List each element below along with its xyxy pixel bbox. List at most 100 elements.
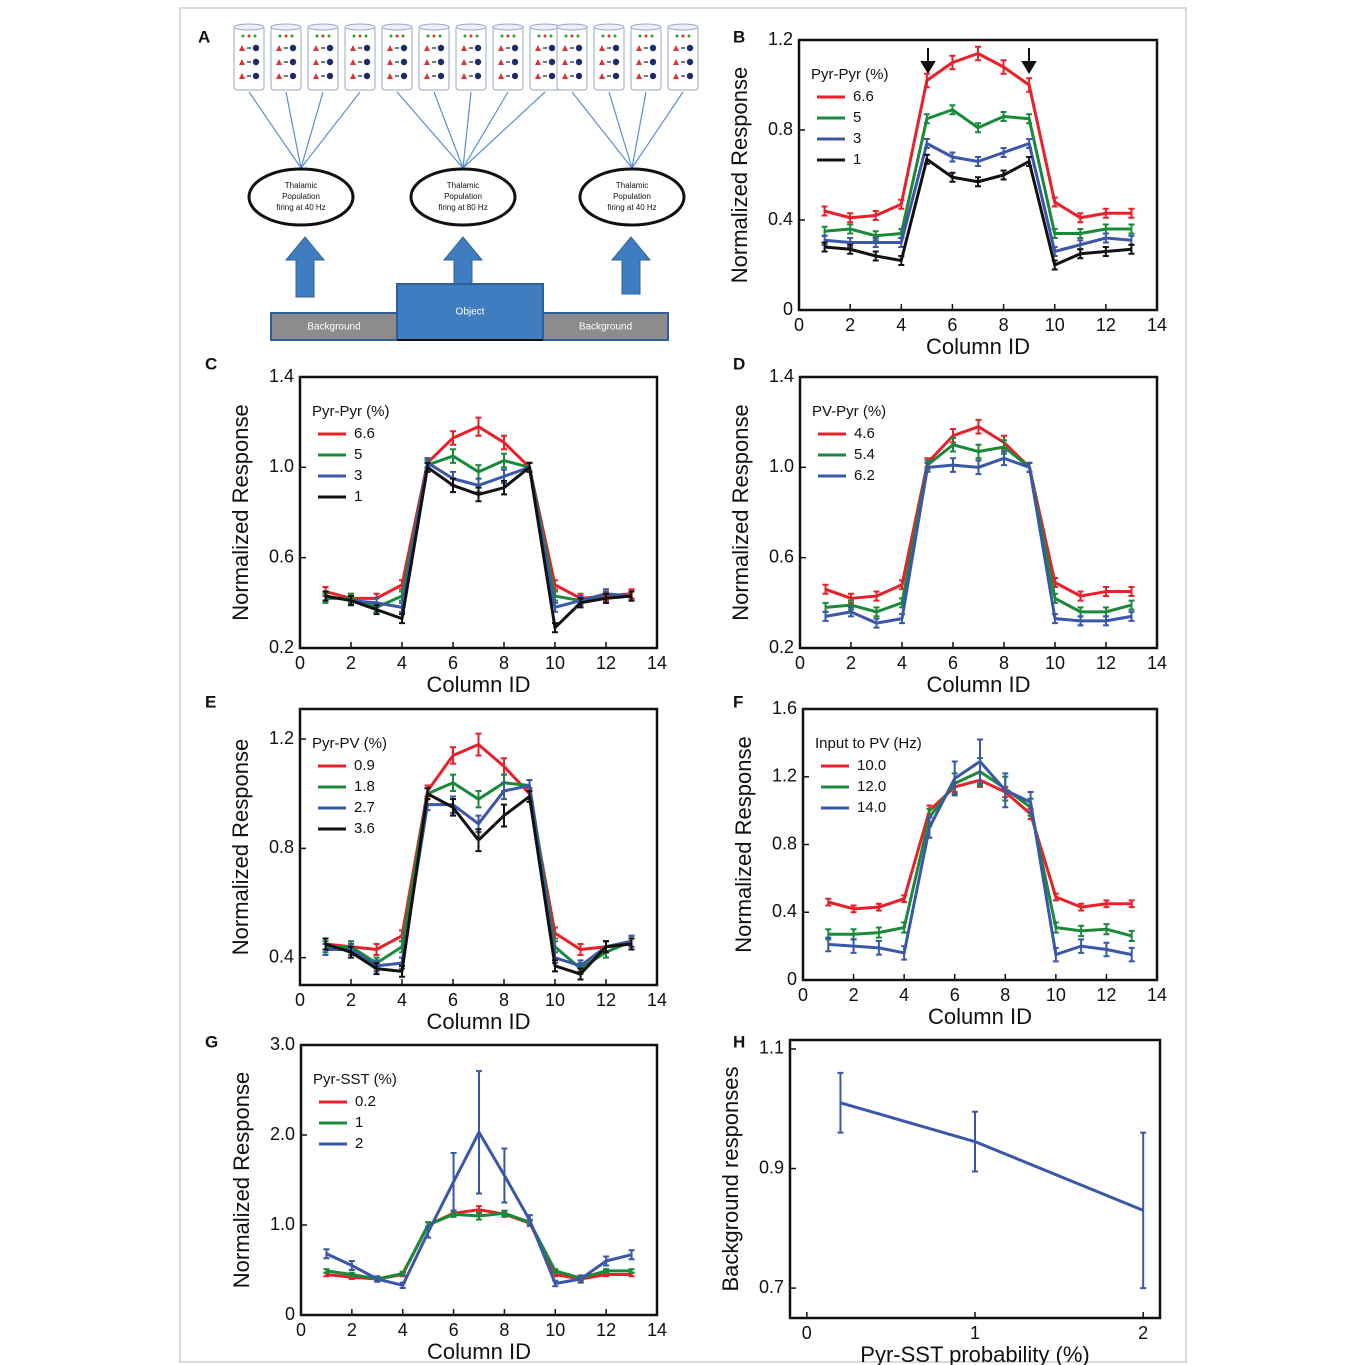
cell xyxy=(550,35,553,38)
legend-label: 12.0 xyxy=(857,778,886,795)
cell xyxy=(438,45,444,51)
chart: D0.20.61.01.402468101214Column IDNormali… xyxy=(728,354,1167,696)
cell xyxy=(565,35,568,38)
x-tick-label: 12 xyxy=(596,990,616,1010)
cell xyxy=(570,75,574,77)
y-tick-label: 0 xyxy=(285,1304,295,1324)
cell xyxy=(353,35,356,38)
cell xyxy=(439,35,442,38)
x-tick-label: 12 xyxy=(596,1320,616,1340)
series-line xyxy=(828,772,1131,936)
cell xyxy=(506,61,510,63)
x-tick-label: 8 xyxy=(999,653,1009,673)
cell xyxy=(681,47,685,49)
x-tick-label: 2 xyxy=(846,653,856,673)
y-tick-label: 0.6 xyxy=(269,546,294,566)
legend-title: PV-Pyr (%) xyxy=(812,403,886,420)
cell xyxy=(247,75,251,77)
y-tick-label: 1.4 xyxy=(269,366,294,386)
x-tick-label: 4 xyxy=(899,985,909,1005)
y-tick-label: 3.0 xyxy=(270,1034,295,1054)
series-line xyxy=(326,1213,631,1279)
connection xyxy=(609,92,632,168)
legend-label: 5 xyxy=(853,109,861,126)
y-tick-label: 2.0 xyxy=(270,1124,295,1144)
column-top xyxy=(271,24,301,30)
x-tick-label: 10 xyxy=(1045,653,1065,673)
cell xyxy=(290,45,296,51)
cell xyxy=(433,35,436,38)
cell xyxy=(651,35,654,38)
connection xyxy=(434,92,463,168)
x-tick-label: 4 xyxy=(397,990,407,1010)
population-label: Population xyxy=(282,192,320,201)
x-tick-label: 4 xyxy=(897,653,907,673)
x-tick-label: 12 xyxy=(1096,985,1116,1005)
x-axis-label: Column ID xyxy=(927,672,1031,697)
cell xyxy=(650,59,656,65)
cell xyxy=(549,45,555,51)
x-tick-label: 12 xyxy=(1096,653,1116,673)
panel-letter: E xyxy=(205,692,216,711)
y-tick-label: 0.6 xyxy=(769,546,794,566)
y-tick-label: 1.0 xyxy=(269,456,294,476)
legend-title: Input to PV (Hz) xyxy=(815,735,922,752)
cell xyxy=(676,35,679,38)
cell xyxy=(290,59,296,65)
x-tick-label: 2 xyxy=(346,653,356,673)
y-tick-label: 1.6 xyxy=(772,698,797,718)
x-tick-label: 0 xyxy=(296,1320,306,1340)
cell xyxy=(607,61,611,63)
cell xyxy=(475,45,481,51)
legend-title: Pyr-Pyr (%) xyxy=(811,66,889,83)
y-tick-label: 1.0 xyxy=(270,1214,295,1234)
cell xyxy=(645,35,648,38)
column-top xyxy=(668,24,698,30)
y-tick-label: 0.2 xyxy=(269,637,294,657)
x-axis-label: Pyr-SST probability (%) xyxy=(860,1342,1089,1365)
cell xyxy=(469,61,473,63)
x-tick-label: 2 xyxy=(346,990,356,1010)
legend-label: 14.0 xyxy=(857,799,886,816)
panel-letter: F xyxy=(733,692,743,711)
series-line xyxy=(326,427,632,599)
x-axis-label: Column ID xyxy=(427,1339,531,1364)
cell xyxy=(607,75,611,77)
cell xyxy=(543,61,547,63)
x-tick-label: 4 xyxy=(398,1320,408,1340)
cell xyxy=(247,61,251,63)
cell xyxy=(544,35,547,38)
legend-label: 6.6 xyxy=(354,425,375,442)
panel-letter: B xyxy=(733,27,745,46)
arrow-head xyxy=(1023,62,1035,72)
legend-label: 2 xyxy=(355,1135,363,1152)
legend-label: 10.0 xyxy=(857,757,886,774)
x-tick-label: 14 xyxy=(1147,985,1167,1005)
legend-title: Pyr-PV (%) xyxy=(312,735,387,752)
cell xyxy=(506,47,510,49)
column-top xyxy=(382,24,412,30)
legend-label: 4.6 xyxy=(854,425,875,442)
y-tick-label: 1.2 xyxy=(768,29,793,49)
error-bar xyxy=(451,1153,457,1211)
y-tick-label: 0.7 xyxy=(759,1277,784,1297)
cell xyxy=(512,59,518,65)
cell xyxy=(279,35,282,38)
cell xyxy=(513,35,516,38)
y-axis-label: Normalized Response xyxy=(731,736,756,952)
x-tick-label: 14 xyxy=(1147,315,1167,335)
cell xyxy=(328,35,331,38)
cell xyxy=(253,73,259,79)
cell xyxy=(327,45,333,51)
cell xyxy=(284,61,288,63)
cell xyxy=(432,47,436,49)
x-tick-label: 0 xyxy=(794,315,804,335)
y-tick-label: 0 xyxy=(783,299,793,319)
x-tick-label: 2 xyxy=(347,1320,357,1340)
x-tick-label: 8 xyxy=(1000,985,1010,1005)
population-label: firing at 40 Hz xyxy=(607,203,656,212)
y-axis-label: Normalized Response xyxy=(229,1072,254,1288)
input-arrow xyxy=(612,237,650,294)
cell xyxy=(395,61,399,63)
cell xyxy=(639,35,642,38)
